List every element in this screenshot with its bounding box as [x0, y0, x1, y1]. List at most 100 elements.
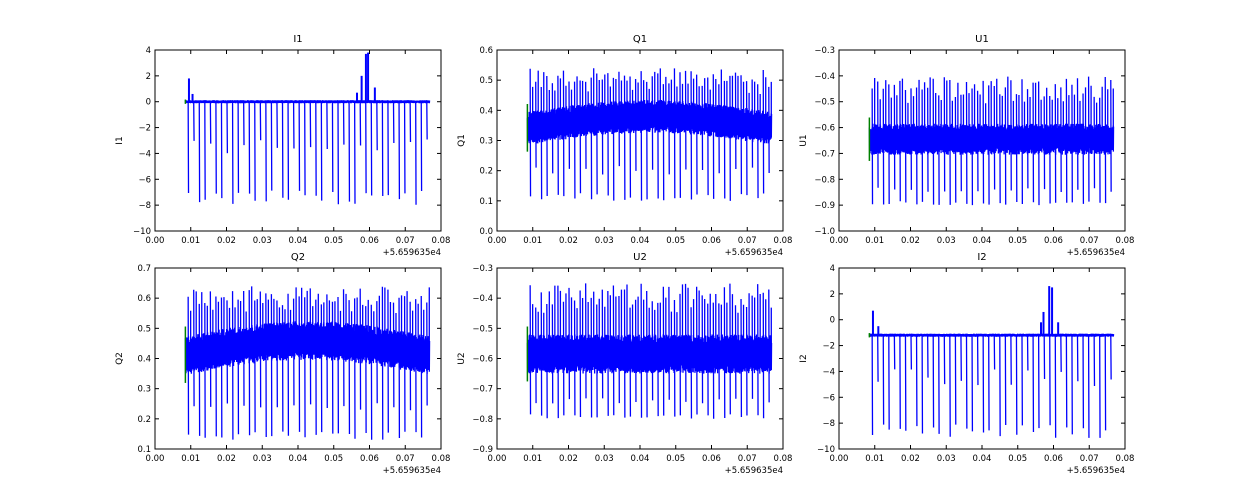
y-tick-label: −4 — [822, 367, 835, 377]
x-tick-label: 0.06 — [1044, 454, 1063, 464]
x-tick-label: 0.08 — [1116, 236, 1135, 246]
subplot-title: I1 — [293, 34, 302, 45]
x-tick-label: 0.08 — [432, 236, 451, 246]
x-tick-label: 0.01 — [865, 236, 884, 246]
x-tick-label: 0.04 — [973, 236, 992, 246]
x-tick-label: 0.04 — [289, 236, 308, 246]
y-tick-label: −0.6 — [814, 124, 835, 134]
series-spikes-q2 — [187, 286, 430, 440]
subplot-i1: 0.00 0.01 0.02 0.03 0.04 0.05 0.06 0.07 0.08 −10 −… — [115, 34, 450, 258]
y-tick-label: −0.8 — [472, 415, 493, 425]
series-spikes-u1 — [871, 76, 1114, 206]
y-tick-label: −0.7 — [814, 149, 835, 159]
y-axis-label: U2 — [457, 352, 467, 364]
subplot-i2: 0.00 0.01 0.02 0.03 0.04 0.05 0.06 0.07 0.08 −10 −… — [799, 252, 1134, 476]
y-tick-label: 0.4 — [479, 106, 493, 116]
y-tick-label: −0.6 — [472, 355, 493, 365]
y-tick-label: −10 — [133, 227, 151, 237]
y-tick-label: −10 — [817, 445, 835, 455]
x-tick-label: 0.07 — [1080, 454, 1099, 464]
y-tick-label: −6 — [138, 175, 151, 185]
series-spikes-q1 — [529, 68, 772, 201]
x-tick-label: 0.02 — [217, 454, 236, 464]
subplot-u2: 0.00 0.01 0.02 0.03 0.04 0.05 0.06 0.07 0.08 −0.9… — [457, 252, 792, 476]
y-tick-label: −0.8 — [814, 175, 835, 185]
x-tick-label: 0.03 — [595, 454, 614, 464]
x-tick-label: 0.07 — [396, 454, 415, 464]
y-tick-label: 0.3 — [137, 385, 151, 395]
x-tick-label: 0.07 — [738, 454, 757, 464]
subplot-title: Q2 — [291, 252, 305, 263]
x-tick-label: 0.00 — [830, 236, 849, 246]
x-tick-label: 0.04 — [973, 454, 992, 464]
x-tick-label: 0.02 — [901, 236, 920, 246]
x-tick-label: 0.04 — [631, 454, 650, 464]
x-tick-label: 0.01 — [865, 454, 884, 464]
y-tick-label: 0.5 — [479, 76, 493, 86]
y-tick-label: −1.0 — [814, 227, 835, 237]
y-tick-label: −0.9 — [472, 445, 493, 455]
x-tick-label: 0.00 — [830, 454, 849, 464]
x-tick-label: 0.00 — [488, 454, 507, 464]
y-tick-label: −0.4 — [814, 72, 835, 82]
y-tick-label: −2 — [822, 342, 835, 352]
subplot-title: U1 — [975, 34, 989, 45]
x-tick-label: 0.05 — [666, 454, 685, 464]
y-tick-label: −4 — [138, 149, 151, 159]
x-tick-label: 0.02 — [217, 236, 236, 246]
x-offset-label: +5.659635e4 — [1067, 466, 1125, 476]
x-tick-label: 0.03 — [253, 454, 272, 464]
x-offset-label: +5.659635e4 — [725, 466, 783, 476]
x-tick-label: 0.06 — [360, 454, 379, 464]
subplot-u1: 0.00 0.01 0.02 0.03 0.04 0.05 0.06 0.07 0.08 −1.0… — [799, 34, 1134, 258]
y-tick-label: −0.5 — [814, 98, 835, 108]
y-tick-label: −0.5 — [472, 324, 493, 334]
x-offset-label: +5.659635e4 — [383, 248, 441, 258]
y-axis-label: I2 — [799, 354, 809, 362]
x-tick-label: 0.03 — [937, 454, 956, 464]
x-tick-label: 0.05 — [324, 454, 343, 464]
y-tick-label: 0.2 — [137, 415, 151, 425]
y-axis-label: Q1 — [457, 134, 467, 147]
x-tick-label: 0.08 — [774, 454, 793, 464]
x-tick-label: 0.03 — [937, 236, 956, 246]
series-spikes-i2 — [871, 335, 1112, 438]
y-tick-label: 0.6 — [479, 46, 493, 56]
x-tick-label: 0.04 — [289, 454, 308, 464]
y-tick-label: 0.6 — [137, 294, 151, 304]
x-tick-label: 0.01 — [523, 236, 542, 246]
y-tick-label: 0.5 — [137, 324, 151, 334]
subplot-title: I2 — [977, 252, 986, 263]
y-tick-label: −0.4 — [472, 294, 493, 304]
y-tick-label: −0.3 — [814, 46, 835, 56]
subplot-q2: 0.00 0.01 0.02 0.03 0.04 0.05 0.06 0.07 0.08 0.1 0… — [115, 252, 450, 476]
x-tick-label: 0.01 — [523, 454, 542, 464]
x-tick-label: 0.01 — [181, 236, 200, 246]
series-line-i1 — [184, 100, 431, 104]
x-offset-label: +5.659635e4 — [383, 466, 441, 476]
y-tick-label: 0 — [146, 98, 151, 108]
y-tick-label: −0.7 — [472, 385, 493, 395]
subplot-title: U2 — [633, 252, 647, 263]
y-tick-label: −0.9 — [814, 201, 835, 211]
y-tick-label: 0.2 — [479, 167, 493, 177]
y-tick-label: 2 — [830, 290, 835, 300]
y-tick-label: 2 — [146, 72, 151, 82]
x-tick-label: 0.03 — [253, 236, 272, 246]
series-spikes-u2 — [529, 283, 772, 419]
x-tick-label: 0.04 — [631, 236, 650, 246]
x-tick-label: 0.01 — [181, 454, 200, 464]
x-tick-label: 0.02 — [559, 454, 578, 464]
x-tick-label: 0.06 — [360, 236, 379, 246]
y-tick-label: −6 — [822, 393, 835, 403]
x-tick-label: 0.02 — [559, 236, 578, 246]
y-axis-label: I1 — [115, 136, 125, 144]
y-tick-label: −8 — [138, 201, 151, 211]
y-tick-label: −0.3 — [472, 264, 493, 274]
subplot-title: Q1 — [633, 34, 647, 45]
x-tick-label: 0.07 — [396, 236, 415, 246]
x-tick-label: 0.03 — [595, 236, 614, 246]
y-tick-label: −2 — [138, 124, 151, 134]
